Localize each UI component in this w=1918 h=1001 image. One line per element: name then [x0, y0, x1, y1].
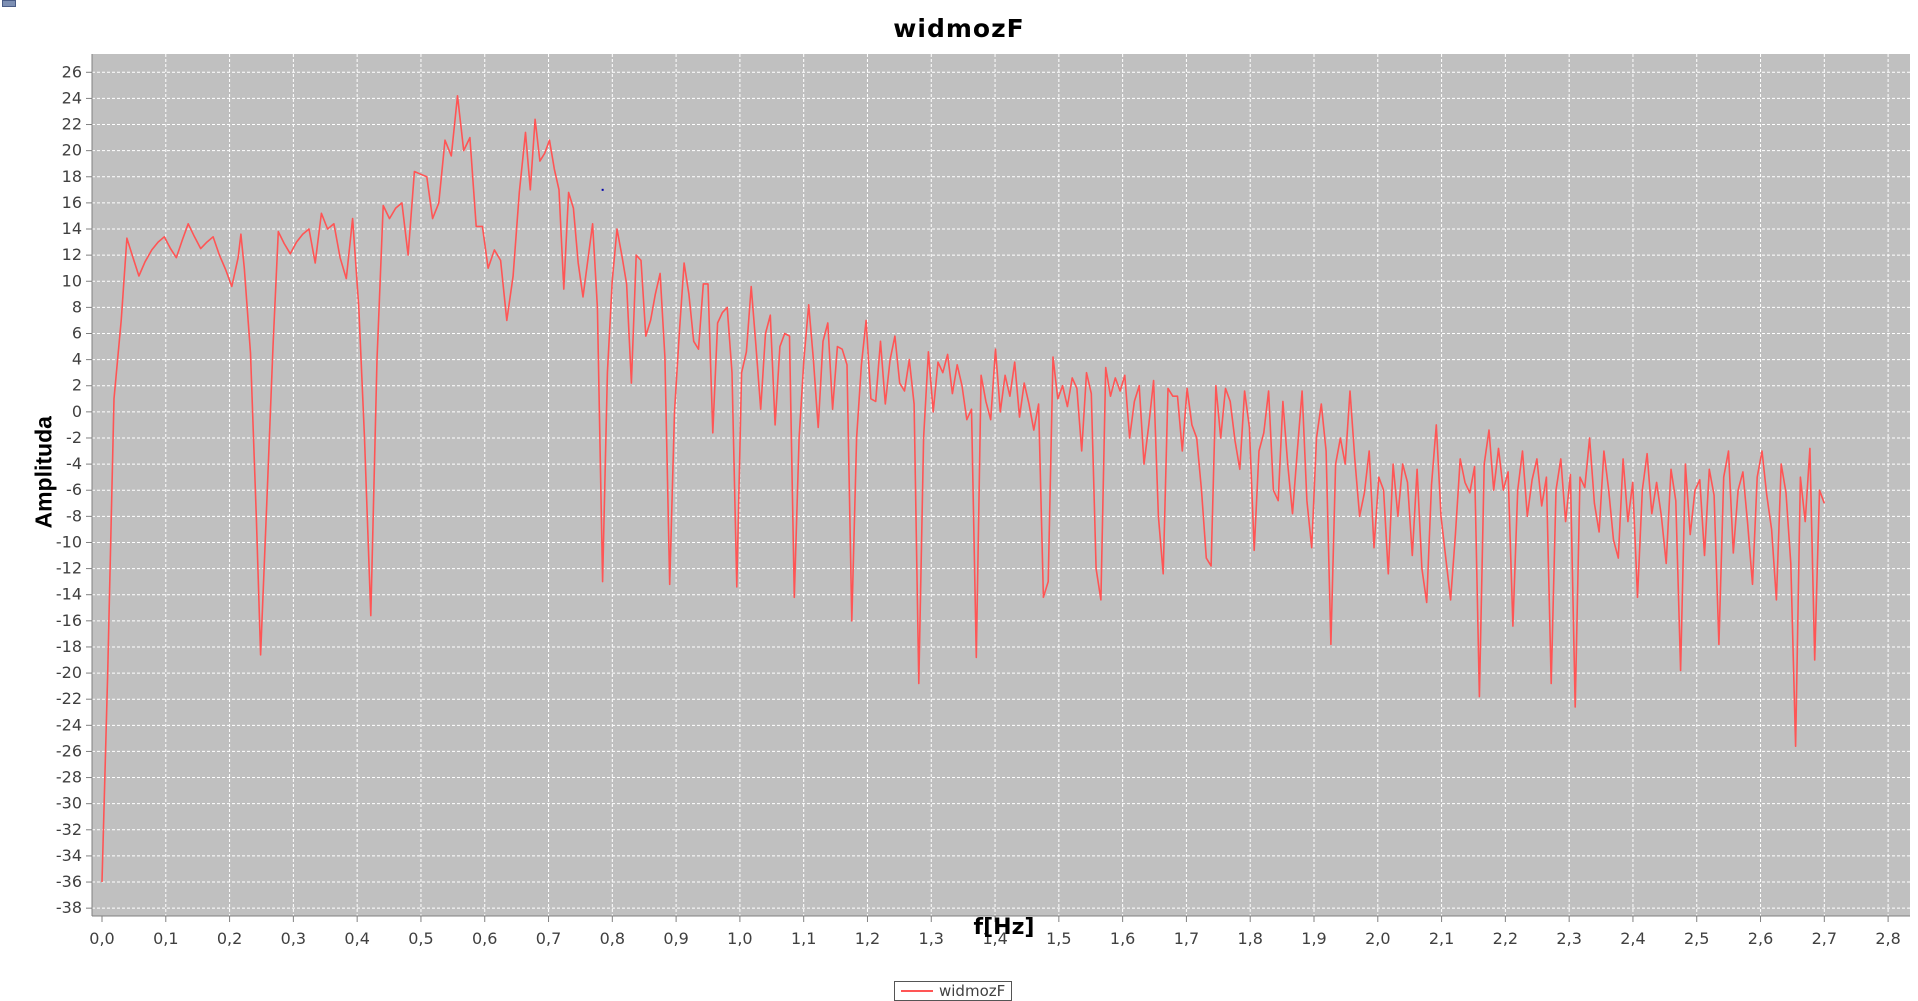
x-tick-label: 2,1: [1429, 929, 1454, 948]
x-tick-label: 0,5: [408, 929, 433, 948]
y-tick-label: -32: [56, 820, 82, 839]
x-tick-label: 0,9: [663, 929, 688, 948]
plot-area: [92, 54, 1910, 916]
x-tick-label: 1,5: [1046, 929, 1071, 948]
x-tick-label: 1,3: [919, 929, 944, 948]
data-marker: [601, 188, 604, 191]
x-tick-label: 0,7: [536, 929, 561, 948]
y-tick-label: -30: [56, 794, 82, 813]
y-tick-label: -36: [56, 872, 82, 891]
x-tick-label: 0,8: [600, 929, 625, 948]
y-tick-label: 24: [62, 88, 82, 107]
y-tick-label: -2: [66, 428, 82, 447]
x-tick-label: 2,4: [1620, 929, 1645, 948]
x-tick-label: 1,6: [1110, 929, 1135, 948]
y-tick-label: -28: [56, 768, 82, 787]
x-tick-label: 1,9: [1301, 929, 1326, 948]
x-tick-label: 2,2: [1493, 929, 1518, 948]
y-tick-label: 10: [62, 271, 82, 290]
y-tick-label: -6: [66, 480, 82, 499]
x-tick-label: 2,0: [1365, 929, 1390, 948]
x-tick-label: 0,6: [472, 929, 497, 948]
y-tick-label: 4: [72, 350, 82, 369]
x-tick-label: 1,7: [1174, 929, 1199, 948]
x-tick-label: 0,3: [281, 929, 306, 948]
x-tick-label: 2,3: [1556, 929, 1581, 948]
legend-label: widmozF: [939, 982, 1006, 1000]
x-tick-label: 1,0: [727, 929, 752, 948]
legend: widmozF: [894, 981, 1013, 1001]
y-tick-label: -20: [56, 663, 82, 682]
x-tick-label: 1,1: [791, 929, 816, 948]
y-tick-label: -8: [66, 506, 82, 525]
y-tick-label: 22: [62, 115, 82, 134]
y-tick-label: -10: [56, 532, 82, 551]
y-tick-label: -4: [66, 454, 82, 473]
y-tick-label: -22: [56, 689, 82, 708]
x-tick-label: 0,4: [344, 929, 369, 948]
app-window-icon: [2, 0, 16, 7]
y-tick-label: -12: [56, 559, 82, 578]
series-layer: [101, 95, 1826, 883]
y-axis-label: Amplituda: [30, 416, 57, 529]
y-tick-label: -24: [56, 715, 82, 734]
y-tick-label: 14: [62, 219, 82, 238]
y-tick-label: 6: [72, 323, 82, 342]
x-tick-label: 0,1: [153, 929, 178, 948]
y-tick-label: -18: [56, 637, 82, 656]
y-tick-label: -16: [56, 611, 82, 630]
y-tick-label: 2: [72, 376, 82, 395]
x-tick-label: 2,6: [1748, 929, 1773, 948]
x-tick-label: 2,8: [1875, 929, 1900, 948]
y-tick-label: 18: [62, 167, 82, 186]
y-tick-label: -38: [56, 898, 82, 917]
legend-swatch: [901, 990, 933, 992]
y-tick-label: 16: [62, 193, 82, 212]
y-tick-label: 0: [72, 402, 82, 421]
y-tick-label: 8: [72, 297, 82, 316]
x-tick-label: 1,2: [855, 929, 880, 948]
chart-title: widmozF: [893, 14, 1025, 43]
y-tick-label: 26: [62, 62, 82, 81]
x-tick-label: 1,4: [982, 929, 1007, 948]
axes: [91, 54, 1910, 917]
y-axis-ticks: 26242220181614121086420-2-4-6-8-10-12-14…: [56, 62, 92, 917]
y-tick-label: 12: [62, 245, 82, 264]
series-line-widmozF: [101, 95, 1826, 883]
y-tick-label: -14: [56, 585, 82, 604]
x-tick-label: 2,7: [1812, 929, 1837, 948]
x-tick-label: 2,5: [1684, 929, 1709, 948]
y-tick-label: -26: [56, 741, 82, 760]
x-axis-label: f[Hz]: [973, 915, 1035, 940]
x-axis-ticks: 0,0 0,1 0,2 0,3 0,4 0,5 0,6 0,7 0,8 0,9 1,0 1,1 1,2 1…: [89, 916, 1901, 948]
y-tick-label: -34: [56, 846, 82, 865]
y-tick-label: 20: [62, 141, 82, 160]
x-tick-label: 1,8: [1237, 929, 1262, 948]
x-tick-label: 0,2: [217, 929, 242, 948]
x-tick-label: 0,0: [89, 929, 114, 948]
